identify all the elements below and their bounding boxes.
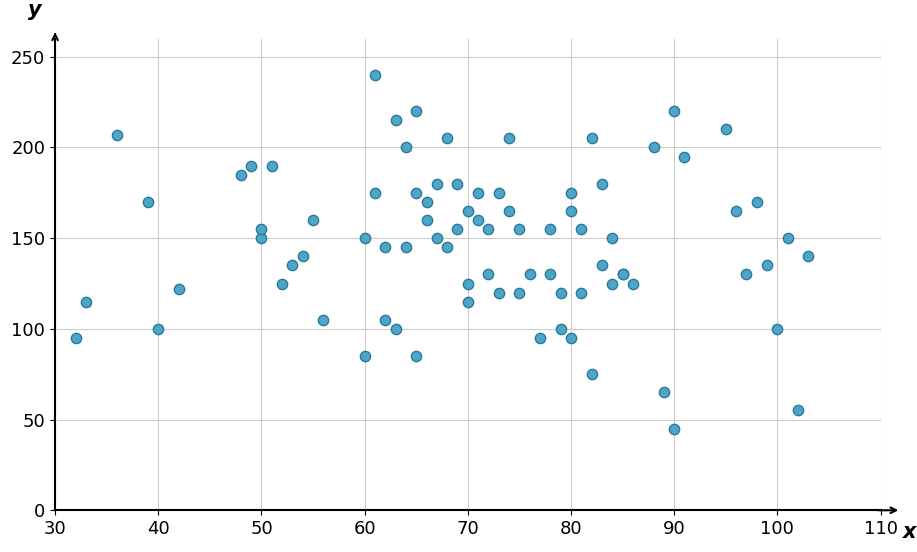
X-axis label: x: x [902,522,916,542]
Point [140,198,155,206]
Point [594,261,609,270]
Point [69,333,83,342]
Point [470,216,485,225]
Point [409,352,424,360]
Point [677,152,691,161]
Point [512,288,526,297]
Point [171,284,186,293]
Point [440,243,455,252]
Point [759,261,774,270]
Point [749,198,764,206]
Point [801,252,815,261]
Point [718,125,733,134]
Point [481,225,496,233]
Point [667,424,681,433]
Point [553,288,568,297]
Point [440,134,455,143]
Point [502,134,516,143]
Point [151,325,166,333]
Point [460,206,475,215]
Point [244,161,259,170]
Point [275,279,290,288]
Point [368,188,382,197]
Point [254,225,269,233]
Point [399,243,414,252]
Point [625,279,640,288]
Point [594,179,609,188]
Point [481,270,496,279]
Point [409,188,424,197]
Point [502,206,516,215]
Point [295,252,310,261]
Point [553,325,568,333]
Point [770,325,785,333]
Point [790,406,805,415]
Point [605,233,620,242]
Point [110,130,125,139]
Point [409,107,424,115]
Point [254,233,269,242]
Point [523,270,537,279]
Y-axis label: y: y [28,0,41,20]
Point [657,388,671,397]
Point [399,143,414,152]
Point [305,216,320,225]
Point [285,261,300,270]
Point [264,161,279,170]
Point [564,206,579,215]
Point [584,134,599,143]
Point [533,333,547,342]
Point [450,179,465,188]
Point [378,315,392,324]
Point [615,270,630,279]
Point [234,170,249,179]
Point [615,270,630,279]
Point [429,179,444,188]
Point [543,225,558,233]
Point [460,279,475,288]
Point [450,225,465,233]
Point [388,116,403,125]
Point [574,288,589,297]
Point [667,107,681,115]
Point [574,225,589,233]
Point [358,352,372,360]
Point [564,188,579,197]
Point [368,71,382,79]
Point [646,143,661,152]
Point [419,216,434,225]
Point [584,370,599,379]
Point [729,206,744,215]
Point [492,188,506,197]
Point [470,188,485,197]
Point [492,288,506,297]
Point [512,225,526,233]
Point [460,297,475,306]
Point [739,270,754,279]
Point [358,233,372,242]
Point [79,297,94,306]
Point [419,198,434,206]
Point [316,315,331,324]
Point [780,233,795,242]
Point [429,233,444,242]
Point [378,243,392,252]
Point [543,270,558,279]
Point [564,333,579,342]
Point [388,325,403,333]
Point [605,279,620,288]
